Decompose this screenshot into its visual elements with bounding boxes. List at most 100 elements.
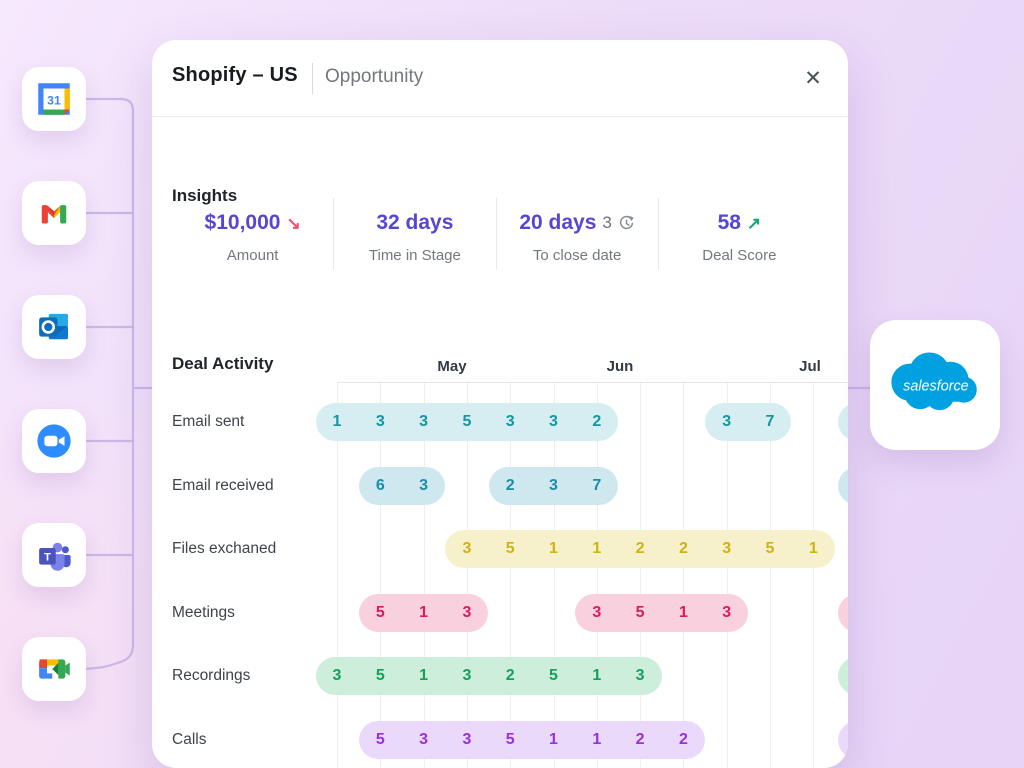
activity-pill [575, 593, 749, 632]
chart-axis-line [337, 382, 848, 383]
trend-down-icon: ↘ [286, 213, 301, 233]
teams-letter: T [44, 552, 51, 564]
pill-value: 3 [549, 413, 558, 430]
metric-value-row: $10,000 ↘ [172, 208, 333, 238]
pill-value: 3 [592, 603, 602, 621]
activity-pill-clipped [838, 466, 848, 505]
metric-label: To close date [532, 247, 622, 264]
deal-subtitle: Opportunity [325, 66, 424, 87]
metric-value: 32 days [376, 211, 454, 234]
calendar-day-number: 31 [47, 93, 61, 107]
pill-value: 3 [722, 603, 732, 621]
activity-pill [358, 720, 705, 759]
pill-value: 1 [592, 667, 602, 684]
gridline [770, 383, 771, 768]
app-tile-outlook[interactable] [22, 295, 86, 359]
gridline [380, 383, 382, 768]
salesforce-icon: salesforce [891, 352, 977, 411]
pill-value: 5 [505, 540, 515, 557]
salesforce-tile[interactable]: salesforce [870, 320, 1000, 450]
activity-pill-clipped [838, 403, 848, 441]
close-icon[interactable]: ✕ [798, 64, 828, 94]
gridline [466, 383, 468, 768]
activity-pill [705, 403, 792, 441]
insights-metrics-row: $10,000 ↘ Amount 32 days Time in Stage 20 day… [172, 198, 820, 270]
activity-pill [488, 466, 619, 505]
pill-value: 1 [419, 667, 429, 684]
pill-value: 3 [549, 476, 558, 494]
pill-value: 1 [808, 540, 818, 557]
teams-icon: T [39, 542, 71, 571]
pill-value: 3 [722, 540, 732, 557]
pill-value: 2 [505, 667, 515, 684]
activity-pill [445, 530, 835, 568]
gridline [553, 383, 555, 768]
metric-amount: $10,000 ↘ Amount [172, 198, 333, 270]
pill-value: 3 [722, 413, 732, 430]
month-label: May [437, 358, 467, 375]
pill-value: 3 [332, 667, 342, 684]
metric-value-row: 20 days 3 [497, 208, 658, 238]
metric-value: $10,000 [204, 211, 281, 234]
app-tile-microsoft-teams[interactable]: T [22, 523, 86, 587]
metric-deal-score: 58 ↗ Deal Score [657, 198, 820, 270]
metric-label: Amount [226, 247, 279, 264]
gridline [596, 383, 598, 768]
pill-value: 5 [635, 603, 645, 621]
pill-value: 5 [375, 730, 385, 748]
pill-value: 3 [462, 667, 472, 684]
salesforce-wordmark: salesforce [903, 379, 969, 395]
gridline [423, 383, 425, 768]
pill-value: 5 [505, 730, 515, 748]
month-label: Jul [799, 358, 821, 375]
pill-value: 5 [549, 667, 558, 684]
activity-row-label: Files exchaned [172, 540, 277, 557]
activity-pill [358, 593, 489, 632]
outlook-icon [39, 313, 68, 340]
pill-value: 3 [635, 667, 645, 684]
app-tile-google-calendar[interactable]: 31 [22, 67, 86, 131]
activity-pill-clipped [838, 657, 848, 695]
metric-suffix: 3 [602, 213, 612, 232]
gridline [510, 383, 512, 768]
pill-value: 1 [549, 730, 558, 748]
app-tile-gmail[interactable] [22, 181, 86, 245]
pill-value: 3 [462, 730, 472, 748]
activity-pill-clipped [838, 593, 848, 632]
google-meet-icon [39, 659, 70, 679]
title-divider [312, 63, 313, 94]
pill-value: 1 [549, 540, 558, 557]
activity-row-label: Email received [172, 476, 274, 494]
activity-pill [358, 466, 446, 505]
app-tile-google-meet[interactable] [22, 637, 86, 701]
pill-value: 2 [592, 413, 602, 430]
pill-value: 3 [419, 413, 429, 430]
gmail-icon [41, 205, 67, 224]
pill-value: 2 [635, 540, 645, 557]
app-tile-zoom[interactable] [22, 409, 86, 473]
pill-value: 3 [419, 476, 429, 494]
pill-value: 6 [375, 476, 385, 494]
pill-value: 7 [592, 476, 602, 494]
pill-value: 3 [419, 730, 429, 748]
metric-value: 20 days [519, 211, 597, 234]
pill-value: 2 [678, 730, 688, 748]
pill-value: 1 [332, 413, 342, 430]
pill-value: 3 [462, 603, 472, 621]
history-clock-icon [619, 215, 634, 229]
metric-label: Deal Score [702, 247, 777, 264]
pill-value: 2 [505, 476, 515, 494]
activity-row-label: Email sent [172, 413, 245, 430]
month-label: Jun [606, 358, 634, 375]
metric-to-close-date: 20 days 3 To close date [495, 198, 658, 270]
trend-up-icon: ↗ [746, 213, 762, 233]
activity-row-label: Meetings [172, 603, 235, 621]
metric-time-in-stage: 32 days Time in Stage [333, 198, 495, 270]
google-calendar-icon: 31 [38, 83, 70, 115]
metric-label: Time in Stage [368, 247, 461, 264]
pill-value: 5 [375, 667, 385, 684]
deal-title: Shopify – US [172, 64, 298, 86]
metric-value-row: 58 ↗ [659, 208, 820, 238]
activity-row-label: Calls [172, 730, 207, 748]
insights-heading: Insights [172, 186, 238, 205]
